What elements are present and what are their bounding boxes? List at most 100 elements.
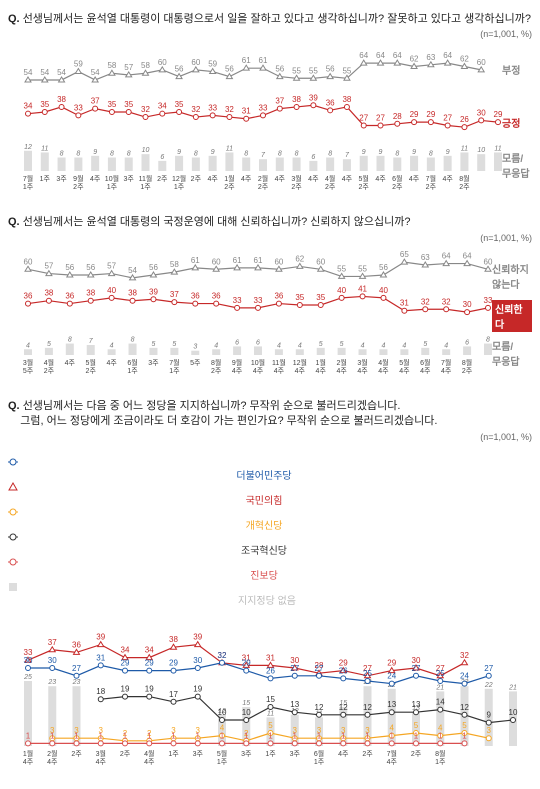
svg-text:10: 10 xyxy=(242,708,251,717)
svg-text:1: 1 xyxy=(123,731,128,740)
svg-text:27: 27 xyxy=(412,663,421,672)
svg-text:2주: 2주 xyxy=(362,750,373,758)
svg-text:13: 13 xyxy=(412,700,421,709)
svg-text:64: 64 xyxy=(443,52,452,61)
svg-text:2주: 2주 xyxy=(120,750,131,758)
svg-text:62: 62 xyxy=(410,55,419,64)
chart2-question: Q. 선생님께서는 윤석열 대통령의 국정운영에 대해 신뢰하십니까? 신뢰하지… xyxy=(8,215,532,230)
svg-text:26: 26 xyxy=(266,666,275,675)
svg-text:55: 55 xyxy=(358,264,367,273)
svg-text:9: 9 xyxy=(412,149,416,156)
series-label: 신뢰한다 xyxy=(492,300,532,332)
svg-text:38: 38 xyxy=(169,635,178,644)
svg-text:56: 56 xyxy=(379,263,388,272)
svg-text:10: 10 xyxy=(477,148,485,155)
svg-text:29: 29 xyxy=(426,111,435,120)
svg-text:1: 1 xyxy=(26,731,31,740)
svg-text:8: 8 xyxy=(328,151,332,158)
svg-text:9: 9 xyxy=(446,149,450,156)
svg-text:1주: 1주 xyxy=(140,183,151,191)
svg-text:9: 9 xyxy=(211,149,215,156)
svg-text:4: 4 xyxy=(444,342,448,349)
svg-text:5: 5 xyxy=(268,721,273,730)
svg-text:9: 9 xyxy=(379,149,383,156)
svg-text:31: 31 xyxy=(96,653,105,662)
svg-text:27: 27 xyxy=(359,114,368,123)
svg-text:39: 39 xyxy=(309,94,318,103)
svg-text:1주: 1주 xyxy=(40,175,51,183)
svg-text:59: 59 xyxy=(208,60,217,69)
svg-text:32: 32 xyxy=(141,105,150,114)
svg-text:38: 38 xyxy=(342,95,351,104)
svg-text:60: 60 xyxy=(24,257,33,266)
svg-text:39: 39 xyxy=(96,632,105,641)
svg-text:4주: 4주 xyxy=(274,367,285,375)
svg-text:4주: 4주 xyxy=(253,367,264,375)
svg-text:29: 29 xyxy=(169,658,178,667)
svg-text:21: 21 xyxy=(508,684,517,691)
svg-text:29: 29 xyxy=(145,658,154,667)
svg-text:27: 27 xyxy=(315,663,324,672)
svg-text:30: 30 xyxy=(463,300,472,309)
svg-text:1: 1 xyxy=(220,731,225,740)
svg-text:54: 54 xyxy=(128,266,137,275)
svg-text:11월: 11월 xyxy=(272,358,286,367)
svg-text:1주: 1주 xyxy=(127,367,138,375)
svg-text:2주: 2주 xyxy=(86,367,97,375)
svg-text:56: 56 xyxy=(149,263,158,272)
svg-text:61: 61 xyxy=(233,256,242,265)
svg-text:19: 19 xyxy=(121,684,130,693)
svg-text:6: 6 xyxy=(465,339,469,346)
svg-text:3주: 3주 xyxy=(56,175,67,183)
svg-text:8: 8 xyxy=(486,336,490,343)
svg-text:11: 11 xyxy=(226,146,233,153)
svg-text:6: 6 xyxy=(311,154,315,161)
svg-text:4주: 4주 xyxy=(23,758,34,766)
svg-text:3월: 3월 xyxy=(23,358,33,367)
svg-text:39: 39 xyxy=(149,287,158,296)
svg-text:36: 36 xyxy=(65,291,74,300)
svg-text:25: 25 xyxy=(436,669,445,678)
svg-text:8: 8 xyxy=(278,151,282,158)
svg-text:8: 8 xyxy=(194,151,198,158)
svg-text:18: 18 xyxy=(96,687,105,696)
svg-text:5: 5 xyxy=(152,341,156,348)
svg-text:24: 24 xyxy=(387,671,396,680)
svg-text:5: 5 xyxy=(414,721,419,730)
svg-text:4주: 4주 xyxy=(399,367,410,375)
svg-text:35: 35 xyxy=(107,100,116,109)
svg-text:63: 63 xyxy=(426,53,435,62)
svg-text:26: 26 xyxy=(460,116,469,125)
svg-text:27: 27 xyxy=(72,663,81,672)
svg-text:1: 1 xyxy=(390,731,395,740)
svg-text:64: 64 xyxy=(376,52,385,61)
svg-text:1: 1 xyxy=(365,731,370,740)
svg-text:9: 9 xyxy=(487,710,492,719)
svg-text:2주: 2주 xyxy=(291,183,302,191)
svg-text:4: 4 xyxy=(361,342,365,349)
svg-text:56: 56 xyxy=(225,65,234,74)
svg-text:2주: 2주 xyxy=(224,183,235,191)
svg-text:4주: 4주 xyxy=(316,367,327,375)
svg-text:4: 4 xyxy=(277,342,281,349)
svg-text:4주: 4주 xyxy=(275,175,286,183)
svg-text:54: 54 xyxy=(24,68,33,77)
svg-text:33: 33 xyxy=(208,104,217,113)
svg-text:38: 38 xyxy=(128,288,137,297)
svg-text:10: 10 xyxy=(218,708,227,717)
svg-text:2주: 2주 xyxy=(71,750,82,758)
series-label: 신뢰하지않는다 xyxy=(492,261,529,291)
svg-text:4주: 4주 xyxy=(420,367,431,375)
svg-text:57: 57 xyxy=(124,63,133,72)
svg-text:37: 37 xyxy=(91,97,100,106)
svg-text:4월: 4월 xyxy=(378,358,388,367)
svg-text:1주: 1주 xyxy=(23,183,34,191)
svg-text:2주: 2주 xyxy=(157,175,168,183)
svg-text:30: 30 xyxy=(193,656,202,665)
svg-text:12월: 12월 xyxy=(172,174,186,183)
svg-text:1: 1 xyxy=(462,731,467,740)
svg-text:61: 61 xyxy=(191,256,200,265)
svg-text:23: 23 xyxy=(47,679,56,686)
svg-text:35: 35 xyxy=(124,100,133,109)
svg-text:7월: 7월 xyxy=(23,174,33,183)
